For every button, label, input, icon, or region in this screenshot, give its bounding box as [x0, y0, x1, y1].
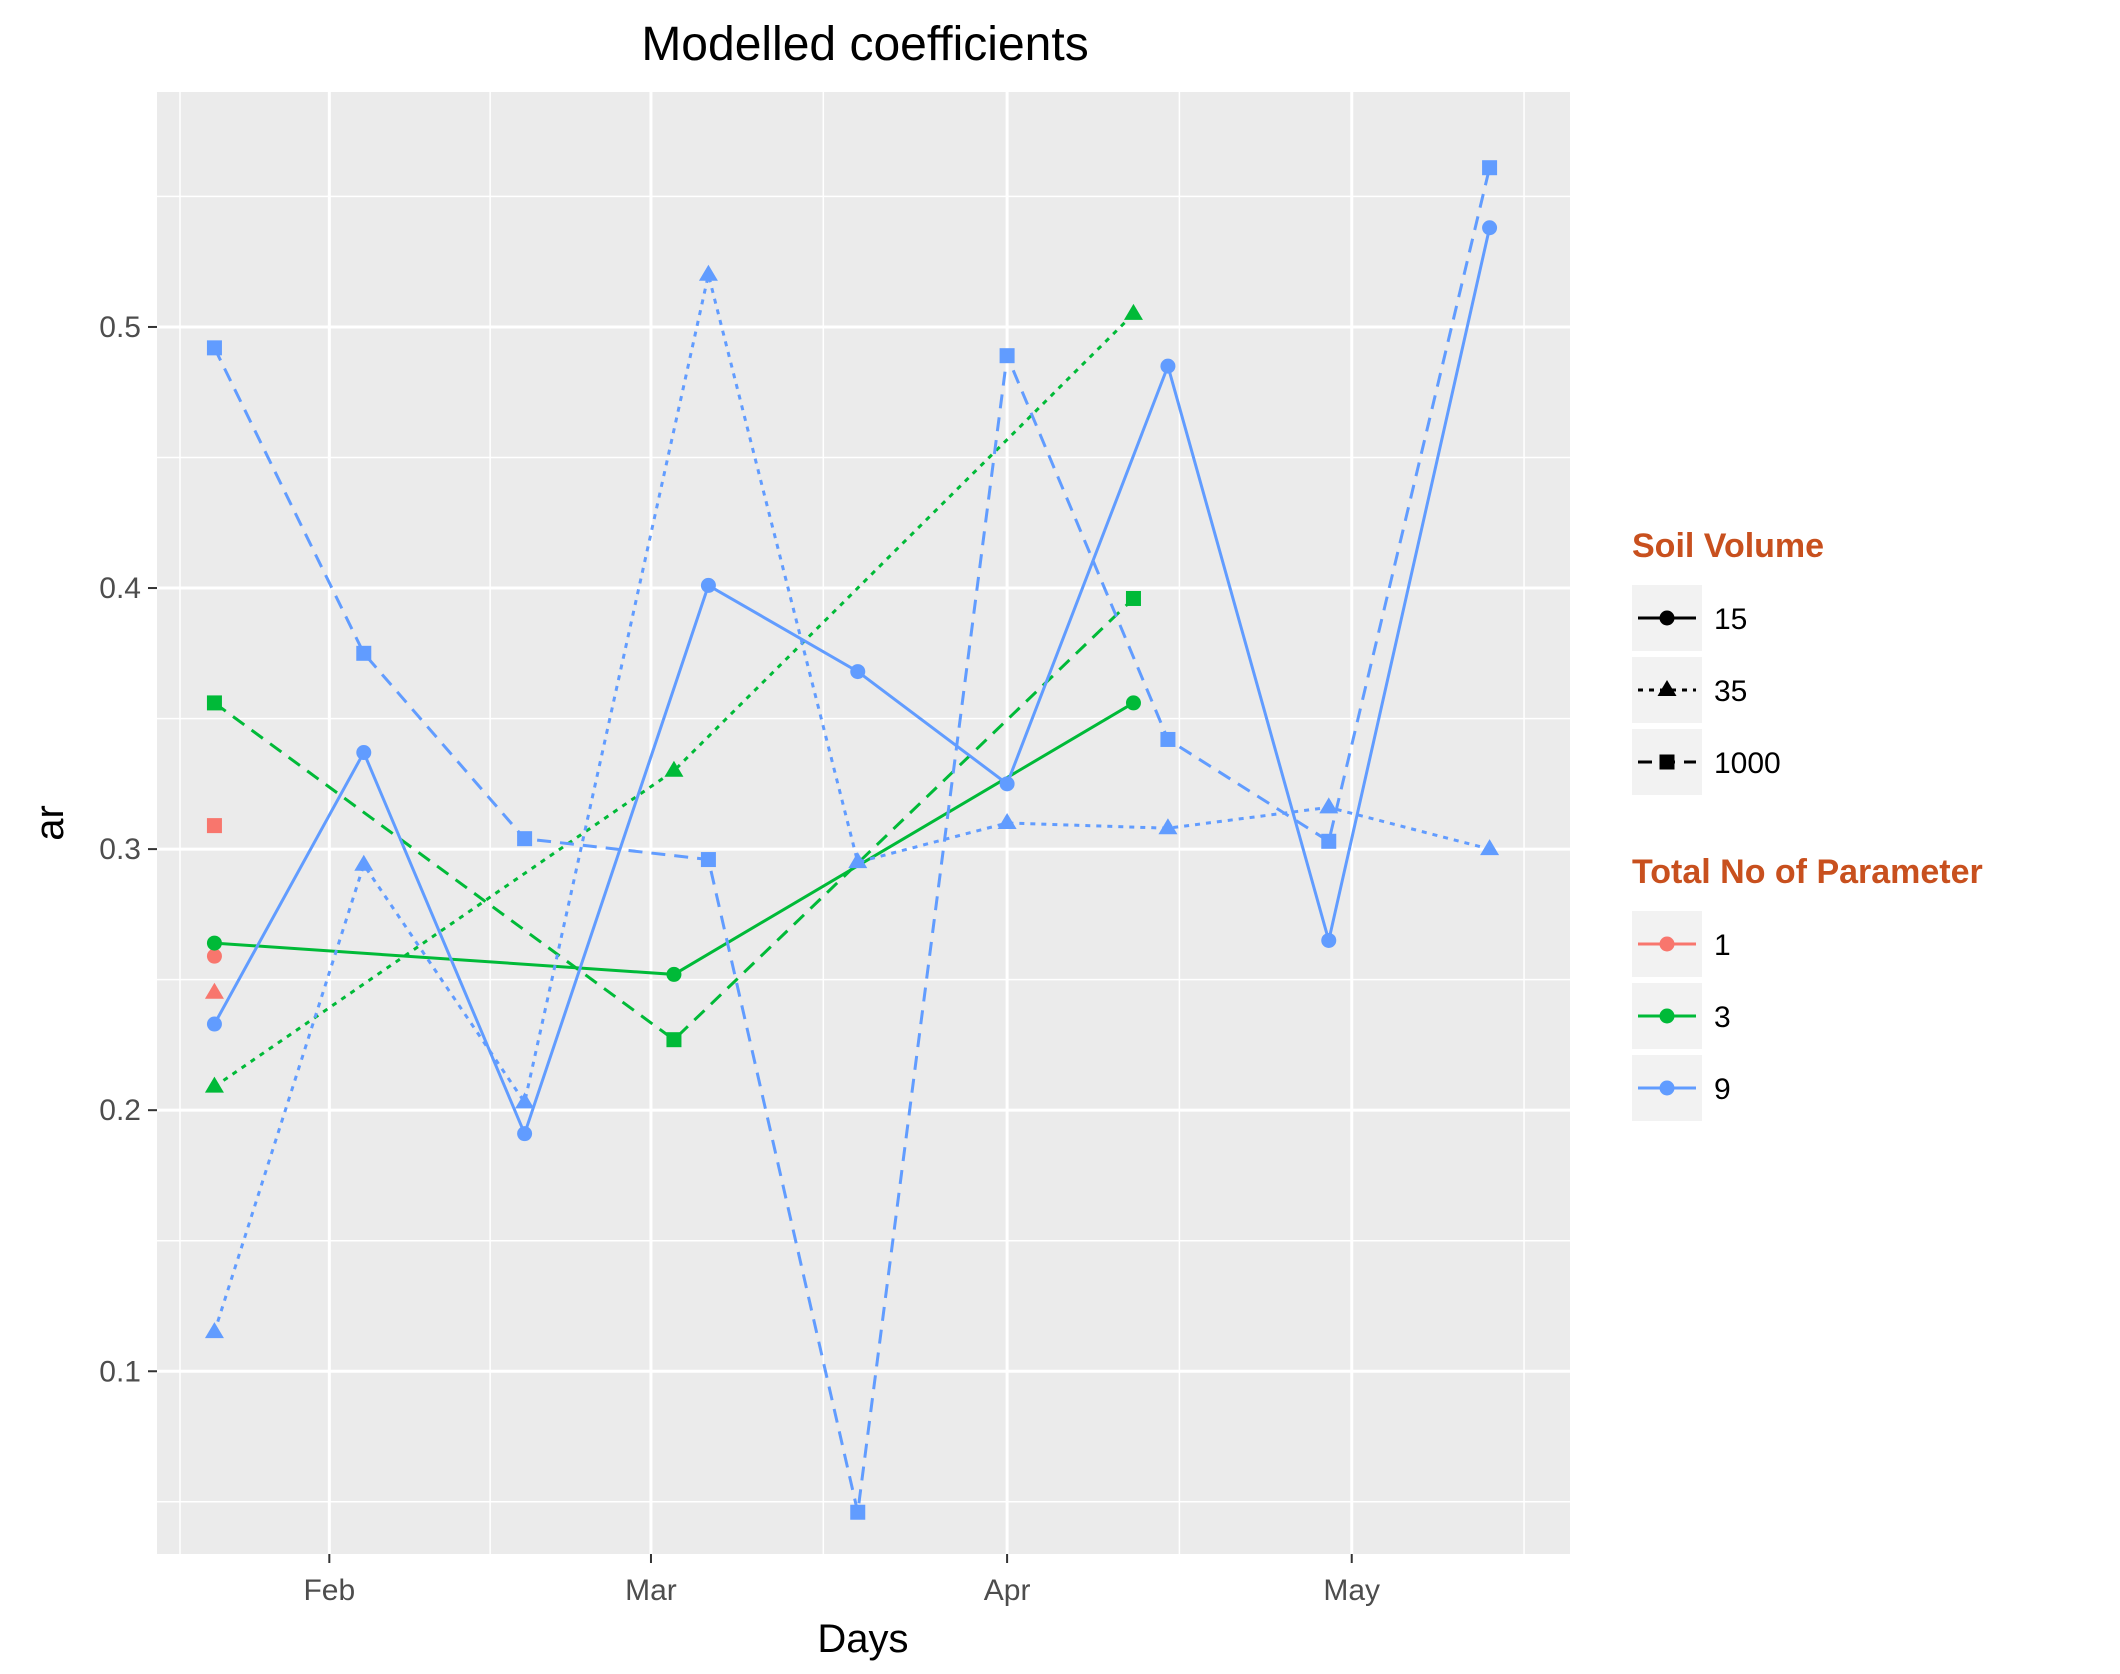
y-tick-label: 0.5 — [99, 311, 141, 344]
legend-key-marker — [1659, 754, 1675, 770]
series-params-1-soil-1000-point — [206, 818, 222, 834]
series-params-3-soil-1000-point — [666, 1032, 682, 1048]
series-params-3-soil-15-point — [666, 966, 682, 982]
series-params-9-soil-35-point — [1319, 797, 1339, 814]
series-params-9-soil-1000-point — [206, 340, 222, 356]
legend-label: 9 — [1714, 1073, 1731, 1106]
series-params-9-soil-15-point — [356, 745, 372, 761]
series-params-3-soil-35-point — [1123, 303, 1143, 320]
series-params-9-soil-1000-point — [1482, 160, 1498, 176]
legend-title: Soil Volume — [1632, 527, 1824, 565]
series-params-9-soil-35-point — [698, 264, 718, 281]
legend-key-marker — [1659, 610, 1675, 626]
legend: Soil Volume 15 35 1000 Total No of Parameter… — [1632, 527, 1983, 1121]
x-axis-title: Days — [817, 1617, 908, 1661]
series-params-9-soil-1000-point — [999, 348, 1015, 364]
y-tick-label: 0.2 — [99, 1094, 141, 1127]
gridlines — [157, 92, 1570, 1554]
series-params-3-soil-15-point — [1125, 695, 1141, 711]
series-params-9-soil-35-line — [213, 274, 1490, 1333]
series-params-9-soil-15-point — [1482, 220, 1498, 236]
legend-label: 3 — [1714, 1001, 1731, 1034]
legend-key-marker — [1659, 1080, 1675, 1096]
legend-key-marker — [1659, 1008, 1675, 1024]
series-params-9-soil-35-point — [848, 852, 868, 869]
series-params-3-soil-1000-point — [206, 695, 222, 711]
series-params-9-soil-1000-point — [1160, 731, 1176, 747]
series-params-9-soil-1000-point — [850, 1504, 866, 1520]
y-tick-label: 0.3 — [99, 833, 141, 866]
series-params-9-soil-15-point — [1160, 358, 1176, 374]
series-params-9-soil-15-point — [206, 1016, 222, 1032]
series-params-9-soil-15-point — [999, 776, 1015, 792]
chart-title: Modelled coefficients — [641, 18, 1088, 71]
series-params-9-soil-15-point — [517, 1126, 533, 1142]
series-params-9-soil-1000-point — [700, 852, 716, 868]
series-params-9-soil-15-point — [1321, 932, 1337, 948]
series-params-9-soil-35-point — [1480, 839, 1500, 856]
x-tick-label: May — [1323, 1574, 1380, 1607]
x-tick-label: Feb — [303, 1574, 355, 1607]
x-tick-label: Apr — [984, 1574, 1031, 1607]
legend-label: 1000 — [1714, 747, 1781, 780]
legend-key-marker — [1659, 936, 1675, 952]
series-params-9-soil-35-point — [204, 1322, 224, 1339]
x-tick-label: Mar — [625, 1574, 677, 1607]
series-params-9-soil-1000-point — [356, 645, 372, 661]
series-params-1-soil-15-point — [206, 948, 222, 964]
y-axis-title: ar — [28, 805, 72, 841]
plot-panel — [157, 92, 1570, 1554]
series-params-3-soil-1000-line — [213, 597, 1135, 1042]
series-params-9-soil-15-point — [700, 577, 716, 593]
series-params-3-soil-1000-point — [1125, 590, 1141, 606]
axes: 0.1 0.2 0.3 0.4 0.5 Feb Mar Apr May — [99, 311, 1380, 1607]
legend-label: 15 — [1714, 603, 1747, 636]
series-params-9-soil-35-point — [997, 813, 1017, 829]
series-params-3-soil-35-point — [204, 1076, 224, 1093]
series-params-9-soil-1000-point — [517, 831, 533, 847]
series-params-3-soil-15-point — [206, 935, 222, 951]
series-params-9-soil-15-point — [850, 664, 866, 680]
data-points — [204, 160, 1500, 1520]
series-params-9-soil-1000-point — [1321, 833, 1337, 849]
series-params-3-soil-35-point — [664, 760, 684, 777]
series-params-9-soil-35-point — [354, 854, 374, 871]
y-tick-label: 0.4 — [99, 572, 141, 605]
series-params-9-soil-35-point — [1158, 818, 1178, 835]
series-params-9-soil-35-point — [515, 1092, 535, 1109]
y-tick-label: 0.1 — [99, 1355, 141, 1388]
legend-title: Total No of Parameter — [1632, 853, 1983, 891]
legend-key-marker — [1657, 680, 1677, 696]
legend-label: 1 — [1714, 929, 1731, 962]
series-params-1-soil-35-point — [204, 982, 224, 999]
legend-label: 35 — [1714, 675, 1747, 708]
